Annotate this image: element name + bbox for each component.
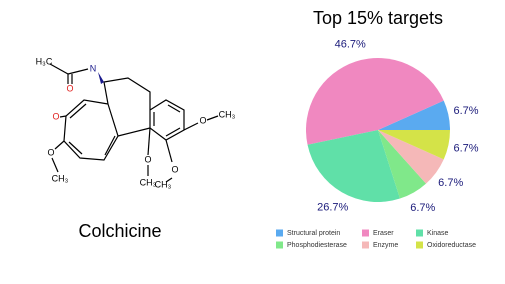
atom-label: O [52, 111, 59, 121]
pie-chart: 6.7% 46.7% 26.7% 6.7% 6.7% 6.7% Structural pro… [276, 38, 479, 249]
legend-swatch [416, 229, 423, 237]
legend-swatch [276, 229, 283, 237]
value-label: 6.7% [410, 202, 435, 214]
legend-swatch [416, 241, 423, 249]
atom-label: CH₃ [219, 109, 236, 119]
legend-label: Structural protein [287, 230, 340, 237]
molecule-name: Colchicine [78, 221, 161, 241]
atom-label: CH₃ [52, 173, 69, 183]
atom-label: O [171, 164, 178, 174]
chart-title: Top 15% targets [313, 8, 443, 28]
legend-swatch [276, 241, 283, 249]
atom-label: N [90, 63, 97, 73]
atom-label: O [199, 115, 206, 125]
legend-label: Eraser [373, 230, 394, 237]
legend-label: Kinase [427, 230, 449, 237]
atom-label: H₃C [36, 56, 53, 66]
pie-slice [378, 130, 444, 184]
pie-slice [306, 57, 444, 145]
legend-swatch [362, 229, 369, 237]
pie-slice [307, 130, 400, 202]
legend-label: Oxidoreductase [427, 242, 476, 249]
value-label: 46.7% [335, 38, 366, 50]
value-label: 6.7% [453, 105, 478, 117]
atom-label: O [47, 147, 54, 157]
molecule-drawing: H₃C N O O O CH₃ O CH₃ O O CH₃ CH₃ Colchi… [36, 56, 236, 240]
value-label: 26.7% [317, 202, 348, 214]
value-label: 6.7% [453, 143, 478, 155]
pie-slice [378, 130, 450, 160]
pie-slice [378, 130, 427, 199]
value-label: 6.7% [438, 177, 463, 189]
atom-label: CH₃ [140, 177, 157, 187]
legend-label: Enzyme [373, 242, 398, 249]
legend-swatch [362, 241, 369, 249]
atom-label: CH₃ [155, 179, 172, 189]
pie-slice [378, 100, 450, 130]
wedge-bond [98, 72, 104, 84]
atom-label: O [66, 83, 73, 93]
legend-label: Phosphodiesterase [287, 242, 347, 249]
atom-label: O [144, 154, 151, 164]
bonds [49, 63, 219, 183]
